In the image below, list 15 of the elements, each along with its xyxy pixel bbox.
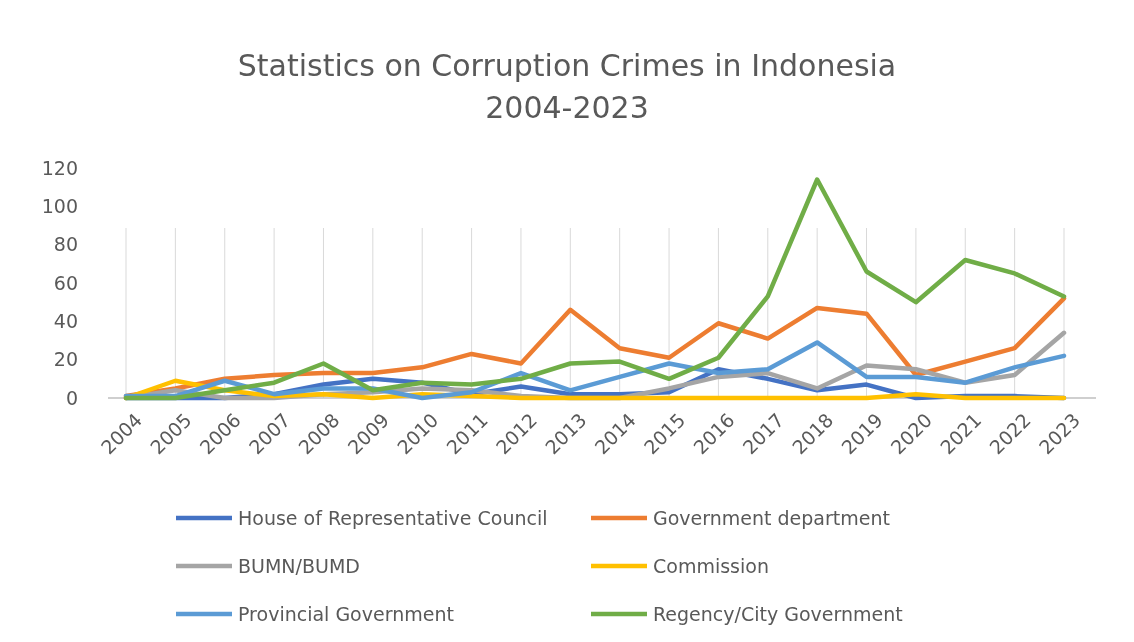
y-tick-label: 120 <box>41 156 78 179</box>
y-tick-label: 0 <box>65 386 78 409</box>
legend-label: Commission <box>653 554 769 577</box>
chart-title: Statistics on Corruption Crimes in Indonesia 2004-2023 <box>237 48 897 125</box>
y-tick-label: 20 <box>53 348 78 371</box>
legend-label: House of Representative Council <box>238 506 548 529</box>
line-series <box>123 177 1067 401</box>
y-tick-label: 40 <box>53 309 78 332</box>
legend-label: Regency/City Government <box>653 602 903 625</box>
y-tick-label: 80 <box>53 233 78 256</box>
y-tick-label: 100 <box>41 194 78 217</box>
legend-label: Provincial Government <box>238 602 454 625</box>
legend-label: BUMN/BUMD <box>238 554 360 577</box>
legend-label: Government department <box>653 506 890 529</box>
y-tick-label: 60 <box>53 271 78 294</box>
